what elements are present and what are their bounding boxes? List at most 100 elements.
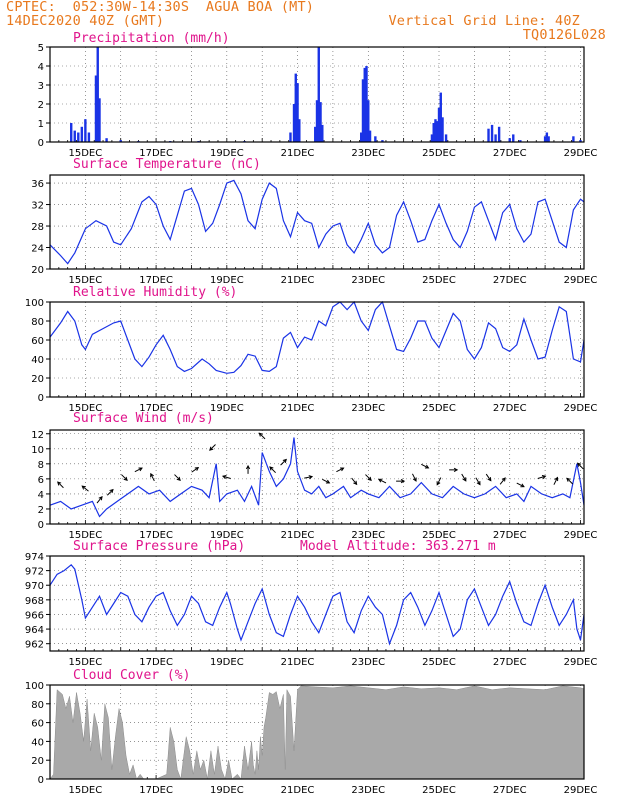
x-tick-label: 23DEC [351,530,385,541]
x-tick-label: 23DEC [351,657,385,668]
wind-arrow-head [436,481,441,486]
precip-bar [84,119,87,142]
precip-bar [360,132,363,142]
wind-arrow-head [541,475,547,480]
precip-bar [321,124,324,142]
precip-bar [289,132,292,142]
precip-bar [317,47,320,142]
x-tick-label: 21DEC [281,657,315,668]
x-tick-label: 27DEC [493,530,527,541]
y-tick-label: 4 [38,490,44,501]
y-tick-label: 40 [31,737,44,748]
y-tick-label: 5 [38,43,44,54]
wind-arrow [57,481,64,489]
y-tick-label: 968 [25,596,44,607]
panel-title: Cloud Cover (%) [73,668,190,683]
wind-arrow-head [412,477,417,482]
panel-title: Surface Pressure (hPa) [73,539,245,554]
y-tick-label: 60 [31,719,44,730]
x-tick-label: 27DEC [493,275,527,286]
wind-arrow-head [269,466,274,471]
series-line [49,437,585,518]
x-tick-label: 15DEC [68,657,102,668]
precip-bar [547,136,550,142]
panel-frame [49,174,585,270]
y-tick-label: 6 [38,475,44,486]
precip-bar [294,73,297,142]
x-tick-label: 25DEC [422,275,456,286]
wind-arrow-head [138,467,143,472]
precip-bar [298,119,301,142]
x-tick-label: 23DEC [351,785,385,796]
wind-arrow [351,477,358,485]
wind-arrow [150,473,155,482]
x-tick-label: 25DEC [422,785,456,796]
wind-arrow-head [308,475,314,480]
x-tick-label: 15DEC [68,148,102,159]
x-tick-label: 23DEC [351,275,385,286]
wind-arrow-head [377,478,383,483]
x-tick-label: 19DEC [210,403,244,414]
wind-arrow-head [353,480,358,486]
precip-bar [363,67,366,142]
x-tick-label: 19DEC [210,275,244,286]
y-tick-label: 24 [31,244,44,255]
y-tick-label: 966 [25,610,44,621]
x-tick-label: 27DEC [493,657,527,668]
wind-arrow-head [282,458,287,464]
x-tick-label: 15DEC [68,403,102,414]
wind-arrow-head [367,476,372,481]
y-tick-label: 972 [25,567,44,578]
precip-bar [80,126,84,142]
wind-arrow [106,489,114,496]
y-tick-label: 28 [31,222,44,233]
x-tick-label: 23DEC [351,148,385,159]
precip-bar [77,132,80,142]
wind-arrow [577,462,584,470]
precip-bar [444,134,448,142]
y-tick-label: 20 [31,374,44,385]
wind-arrow-head [501,477,506,482]
x-tick-label: 19DEC [210,148,244,159]
precip-bar [367,100,370,142]
x-tick-label: 25DEC [422,657,456,668]
wind-arrow-head [123,476,128,481]
x-tick-label: 25DEC [422,530,456,541]
x-tick-label: 25DEC [422,148,456,159]
x-tick-label: 17DEC [139,403,173,414]
y-tick-label: 80 [31,317,44,328]
precip-bar [314,126,317,142]
wind-arrow-head [245,464,251,470]
series-line [49,179,585,265]
precip-bar [519,140,522,142]
precip-bar [361,79,365,142]
x-tick-label: 21DEC [281,148,315,159]
precip-bar [98,98,101,142]
wind-arrow [222,475,231,480]
precip-bar [87,132,91,142]
wind-arrow-head [258,432,263,437]
precip-bar [439,92,442,142]
header-location: CPTEC: 052:30W-14:30S AGUA BOA (MT) [6,0,315,15]
wind-arrow-head [150,472,154,478]
y-tick-label: 32 [31,201,44,212]
series-line [49,563,585,646]
x-tick-label: 17DEC [139,148,173,159]
wind-arrow-head [221,475,227,480]
y-tick-label: 3 [38,81,44,92]
precip-bar [512,134,515,142]
wind-arrow-head [109,488,114,494]
wind-arrow-head [566,477,571,482]
x-tick-label: 27DEC [493,403,527,414]
wind-arrow [485,473,492,481]
x-tick-label: 29DEC [564,785,598,796]
x-tick-label: 19DEC [210,785,244,796]
x-tick-label: 25DEC [422,403,456,414]
wind-arrow [280,459,287,466]
panel-title: Precipitation (mm/h) [73,31,230,46]
y-tick-label: 0 [38,393,44,404]
x-tick-label: 23DEC [351,403,385,414]
header-date: 14DEC2020 40Z (GMT) [6,13,165,29]
wind-arrow [499,477,506,485]
precip-bar [73,130,76,142]
